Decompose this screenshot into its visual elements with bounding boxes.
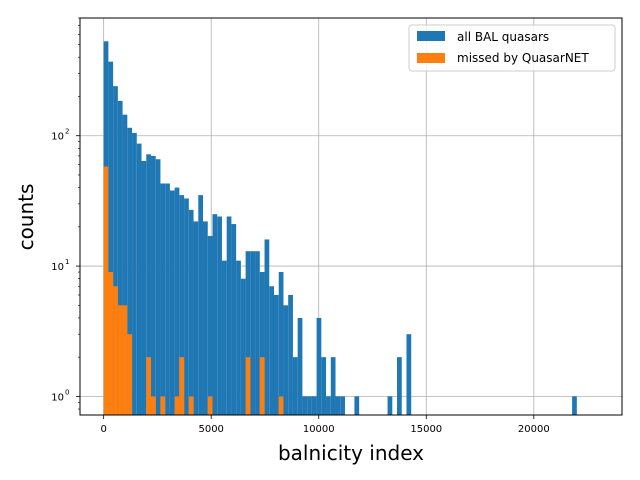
x-axis-ticks: 0 5000 10000 15000 20000 <box>100 415 550 435</box>
histogram-bar <box>188 209 194 415</box>
histogram-bar <box>212 214 218 415</box>
histogram-bar <box>292 357 298 415</box>
histogram-bar <box>141 160 147 415</box>
histogram-bar <box>307 396 312 415</box>
histogram-bar <box>264 239 270 415</box>
y-tick-label: 10 <box>51 132 64 143</box>
histogram-bar <box>132 132 137 416</box>
histogram-bar <box>245 357 251 415</box>
plot-frame <box>79 17 623 416</box>
legend: all BAL quasars missed by QuasarNET <box>408 24 616 72</box>
histogram-bar <box>193 221 199 415</box>
histogram-bar <box>198 195 204 415</box>
histogram-bar <box>274 294 279 415</box>
legend-swatch-missed-by-quasarnet <box>417 53 445 63</box>
histogram-bar <box>387 396 393 415</box>
histogram-bar <box>160 396 166 415</box>
histogram-bar <box>259 357 265 415</box>
histogram-bar <box>174 187 180 415</box>
x-tick-label: 20000 <box>518 424 550 435</box>
y-tick-exponent: 2 <box>65 128 69 136</box>
histogram-bar <box>184 198 189 415</box>
y-tick-label: 10 <box>51 392 64 403</box>
histogram-bar <box>278 272 284 415</box>
histogram-bar <box>122 305 128 415</box>
histogram-bar <box>146 357 151 415</box>
histogram-bar <box>245 251 251 415</box>
histogram-bar <box>406 334 412 415</box>
histogram-bar <box>236 260 241 415</box>
x-tick-label: 0 <box>100 424 106 435</box>
histogram-bar <box>283 305 289 415</box>
histogram-bar <box>169 190 175 415</box>
histogram-bar <box>572 396 577 415</box>
histogram-bar <box>354 396 360 415</box>
histogram-bar <box>221 260 227 415</box>
histogram-bar <box>136 143 142 415</box>
histogram-bar <box>316 317 322 415</box>
y-tick-exponent: 1 <box>65 258 69 266</box>
histogram-bar <box>207 396 213 415</box>
legend-box <box>408 24 616 72</box>
y-tick-exponent: 0 <box>65 388 69 396</box>
x-tick-label: 15000 <box>410 424 442 435</box>
histogram-bar <box>103 166 109 415</box>
histogram-bar <box>188 396 194 415</box>
histogram-bar <box>127 334 133 415</box>
histogram-bar <box>122 114 128 415</box>
histogram-bar <box>259 272 265 415</box>
histogram-bar <box>255 251 260 415</box>
histogram-bar <box>165 183 170 415</box>
histogram-bar <box>326 396 331 415</box>
y-axis-label: counts <box>14 184 38 251</box>
x-tick-label: 5000 <box>198 424 223 435</box>
histogram-bar <box>108 61 114 415</box>
histogram-bar <box>302 396 308 415</box>
x-axis-label: balnicity index <box>278 441 424 465</box>
histogram-bar <box>330 357 336 415</box>
x-tick-label: 10000 <box>303 424 335 435</box>
histogram-bar <box>117 305 123 415</box>
histogram-bar <box>231 224 237 415</box>
histogram-bar <box>113 286 118 415</box>
legend-label-all-bal-quasars: all BAL quasars <box>457 30 549 44</box>
histogram-bar <box>240 278 246 415</box>
histogram-bar <box>321 357 327 415</box>
histogram-bar <box>335 396 341 415</box>
histogram-bar <box>150 396 156 415</box>
histogram-bar <box>117 100 123 415</box>
histogram-bar <box>113 86 118 415</box>
histogram-bar <box>179 357 185 415</box>
histogram-bar <box>174 396 180 415</box>
histogram-bar <box>340 396 345 415</box>
histogram-bar <box>127 127 133 415</box>
histogram-bar <box>269 286 275 415</box>
histogram-bar <box>250 251 256 415</box>
histogram-bar <box>179 195 185 415</box>
histogram-bar <box>278 396 284 415</box>
histogram-bar <box>297 317 303 415</box>
histogram-bar <box>226 216 232 415</box>
y-tick-label: 10 <box>51 262 64 273</box>
legend-label-missed-by-quasarnet: missed by QuasarNET <box>457 51 589 65</box>
histogram-bar <box>288 294 293 415</box>
legend-swatch-all-bal-quasars <box>417 31 445 41</box>
histogram-bar <box>203 221 208 415</box>
histogram-bar <box>155 159 161 415</box>
histogram-bar <box>397 357 402 415</box>
histogram-bar <box>207 236 213 415</box>
histogram-bar <box>160 183 166 415</box>
histogram-bar <box>146 154 151 415</box>
series-missed-by-quasarnet <box>103 166 284 415</box>
histogram-bar <box>150 155 156 415</box>
histogram-bar <box>311 396 317 415</box>
histogram-bar <box>108 272 114 415</box>
histogram-bar <box>217 216 222 415</box>
